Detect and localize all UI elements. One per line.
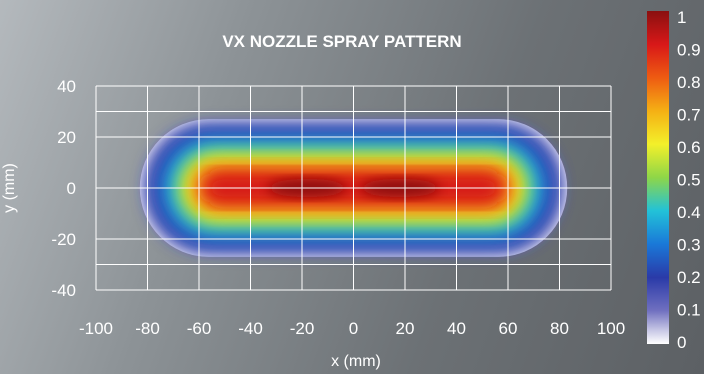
x-tick-label: 20 [396, 319, 415, 338]
x-tick-label: -20 [290, 319, 315, 338]
colorbar-tick-label: 0.5 [677, 171, 701, 190]
y-tick-label: 40 [57, 77, 76, 96]
colorbar-tick-label: 1 [677, 8, 686, 27]
x-tick-label: -40 [238, 319, 263, 338]
colorbar-tick-label: 0.6 [677, 138, 701, 157]
x-tick-label: -60 [187, 319, 212, 338]
colorbar-tick-label: 0.8 [677, 73, 701, 92]
colorbar-tick-label: 0.9 [677, 41, 701, 60]
x-tick-label: -100 [79, 319, 113, 338]
y-tick-label: -40 [51, 281, 76, 300]
y-axis-ticks: 40 20 0 -20 -40 [51, 77, 76, 300]
x-axis-label: x (mm) [331, 353, 381, 370]
x-tick-label: 40 [447, 319, 466, 338]
x-tick-label: 100 [597, 319, 625, 338]
y-tick-label: -20 [51, 230, 76, 249]
x-tick-label: 0 [349, 319, 358, 338]
x-tick-label: 80 [550, 319, 569, 338]
colorbar-tick-label: 0.1 [677, 301, 701, 320]
y-tick-label: 20 [57, 128, 76, 147]
y-tick-label: 0 [67, 179, 76, 198]
y-axis-label: y (mm) [1, 163, 18, 213]
x-tick-label: -80 [135, 319, 160, 338]
colorbar-tick-label: 0 [677, 333, 686, 352]
colorbar-tick-label: 0.4 [677, 203, 701, 222]
colorbar-tick-label: 0.7 [677, 106, 701, 125]
colorbar-tick-label: 0.2 [677, 268, 701, 287]
x-tick-label: 60 [499, 319, 518, 338]
chart-title: VX NOZZLE SPRAY PATTERN [222, 32, 461, 51]
colorbar-ticks: 1 0.9 0.8 0.7 0.6 0.5 0.4 0.3 0.2 0.1 0 [677, 8, 701, 352]
colorbar-tick-label: 0.3 [677, 236, 701, 255]
x-axis-ticks: -100 -80 -60 -40 -20 0 20 40 60 80 100 [79, 319, 625, 338]
plot-grid [95, 85, 612, 291]
colorbar [647, 11, 669, 344]
